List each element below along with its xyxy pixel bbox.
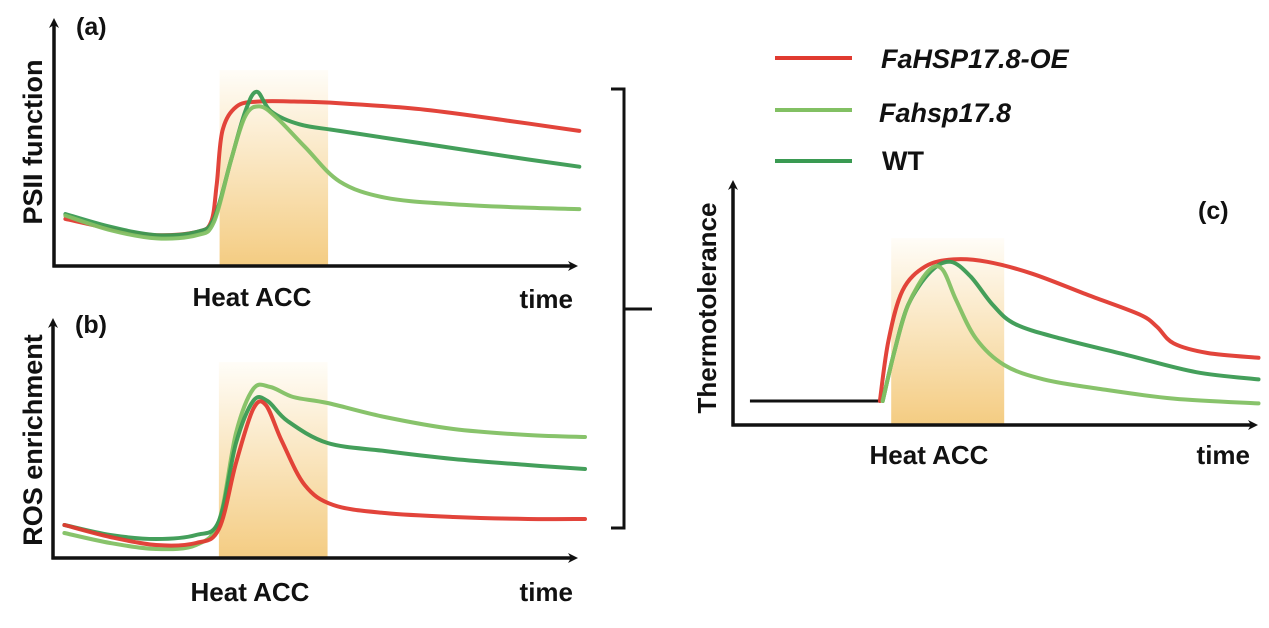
x-axis-label: time xyxy=(520,284,573,314)
legend-item-wt: WT xyxy=(775,146,924,176)
series-line-oe xyxy=(62,399,587,548)
y-axis-label: PSII function xyxy=(18,60,48,225)
series-line-ko xyxy=(880,264,1261,406)
legend: FaHSP17.8-OE Fahsp17.8 WT xyxy=(775,44,1070,176)
series-layer xyxy=(63,89,582,241)
panel-label: (a) xyxy=(76,13,107,41)
legend-label-ko: Fahsp17.8 xyxy=(879,98,1011,128)
bracket xyxy=(611,87,652,530)
heat-acc-label: Heat ACC xyxy=(191,577,310,607)
x-axis-label: time xyxy=(520,577,573,607)
panel-label: (b) xyxy=(75,311,107,339)
series-line-wt xyxy=(62,395,587,541)
heat-acc-label: Heat ACC xyxy=(870,440,989,470)
heat-acc-label: Heat ACC xyxy=(193,282,312,312)
legend-item-ko: Fahsp17.8 xyxy=(775,98,1011,128)
x-axis-label: time xyxy=(1197,440,1250,470)
panel-label: (c) xyxy=(1198,197,1229,225)
panel-a-psii-function: (a) PSII function Heat ACC time xyxy=(18,13,582,314)
y-axis-label: Thermotolerance xyxy=(692,203,722,414)
series-line-ko xyxy=(62,382,587,552)
legend-label-oe: FaHSP17.8-OE xyxy=(881,44,1070,74)
series-line-ko xyxy=(63,104,582,241)
series-line-oe xyxy=(877,257,1261,403)
series-line-wt xyxy=(63,89,582,238)
panel-c-thermotolerance: (c) Thermotolerance Heat ACC time xyxy=(692,180,1261,470)
series-layer xyxy=(877,257,1261,406)
legend-label-wt: WT xyxy=(882,146,924,176)
series-layer xyxy=(62,382,587,552)
bracket-line xyxy=(611,87,652,530)
panel-b-ros-enrichment: (b) ROS enrichment Heat ACC time xyxy=(18,311,587,607)
y-axis-label: ROS enrichment xyxy=(18,334,48,546)
heat-acc-band xyxy=(891,238,1005,425)
legend-item-oe: FaHSP17.8-OE xyxy=(775,44,1070,74)
